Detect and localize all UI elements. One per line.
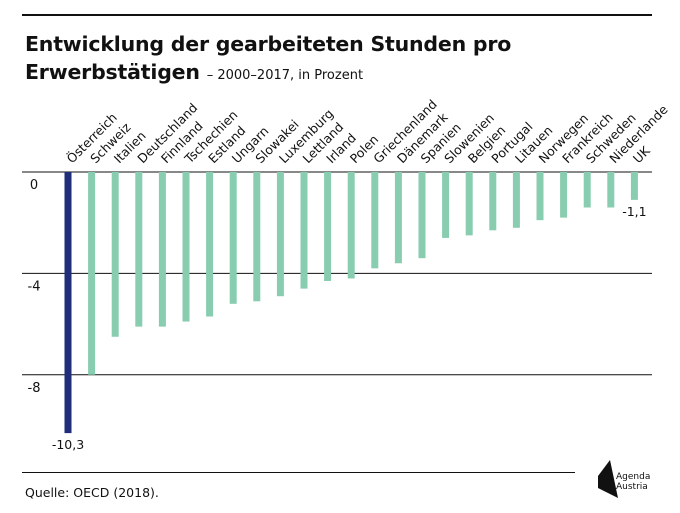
title-line-1: Entwicklung der gearbeiteten Stunden pro xyxy=(25,32,512,56)
bar xyxy=(630,172,638,200)
title-line-2-text: Erwerbstätigen xyxy=(25,60,200,84)
bar xyxy=(489,172,497,231)
bar xyxy=(418,172,426,259)
data-label: -1,1 xyxy=(622,204,646,219)
bar xyxy=(300,172,308,289)
bar xyxy=(371,172,379,269)
bar xyxy=(512,172,520,228)
bar xyxy=(324,172,332,282)
bar xyxy=(442,172,450,238)
bar xyxy=(560,172,568,218)
bar xyxy=(583,172,591,208)
agenda-austria-logo: Agenda Austria xyxy=(596,458,656,508)
y-tick-label: -8 xyxy=(28,381,41,396)
source-note: Quelle: OECD (2018). xyxy=(25,485,159,500)
bar xyxy=(394,172,402,264)
bar xyxy=(347,172,355,279)
chart-subtitle: – 2000–2017, in Prozent xyxy=(206,68,364,83)
bar xyxy=(182,172,190,322)
y-tick-label: 0 xyxy=(30,178,38,193)
data-label: -10,3 xyxy=(52,437,84,452)
bar xyxy=(158,172,166,327)
bar xyxy=(465,172,473,236)
bar xyxy=(229,172,237,304)
y-tick-label: -4 xyxy=(28,279,41,294)
bottom-rule xyxy=(22,472,575,473)
logo-mark-icon xyxy=(598,460,618,498)
bar xyxy=(135,172,143,327)
title-line-2: Erwerbstätigen – 2000–2017, in Prozent xyxy=(25,58,645,90)
bar xyxy=(64,172,72,434)
bar xyxy=(607,172,615,208)
bar xyxy=(206,172,214,317)
logo-line-2: Austria xyxy=(616,482,648,492)
logo-line-1: Agenda xyxy=(616,472,651,482)
chart-title: Entwicklung der gearbeiteten Stunden pro… xyxy=(25,30,645,90)
bar xyxy=(88,172,96,375)
bar xyxy=(111,172,119,337)
logo-text: Agenda Austria xyxy=(616,472,650,492)
top-rule xyxy=(22,14,652,16)
bar xyxy=(536,172,544,221)
bar xyxy=(253,172,261,302)
bar xyxy=(276,172,284,297)
